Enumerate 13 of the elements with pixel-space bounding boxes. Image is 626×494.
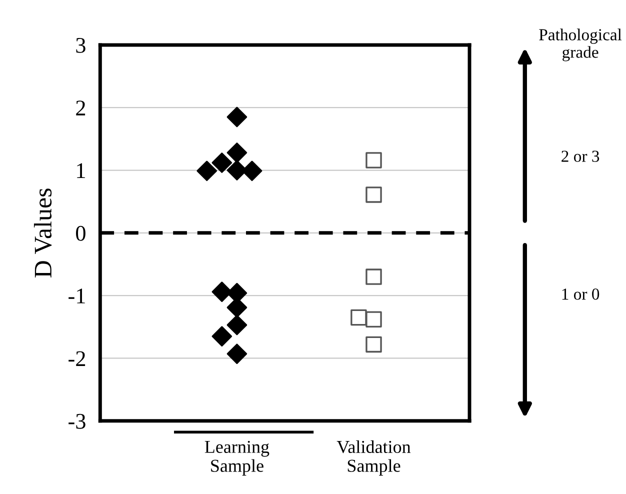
- text: Pathological grade: [539, 28, 622, 62]
- y-tick-label: 2: [76, 100, 86, 116]
- y-axis-title: D Values: [34, 188, 52, 278]
- text: 1 or 0: [562, 288, 600, 300]
- x-tick-label: Learning Sample: [204, 440, 270, 476]
- y-tick-label: -1: [68, 288, 85, 304]
- y-tick-label: 1: [77, 163, 85, 178]
- y-tick-label: -2: [68, 351, 86, 366]
- y-tick-label: -3: [68, 414, 86, 429]
- y-tick-label: 3: [76, 38, 86, 53]
- y-tick-label: 0: [76, 226, 86, 241]
- text: 2 or 3: [562, 150, 600, 162]
- x-tick-label: Validation Sample: [336, 440, 411, 476]
